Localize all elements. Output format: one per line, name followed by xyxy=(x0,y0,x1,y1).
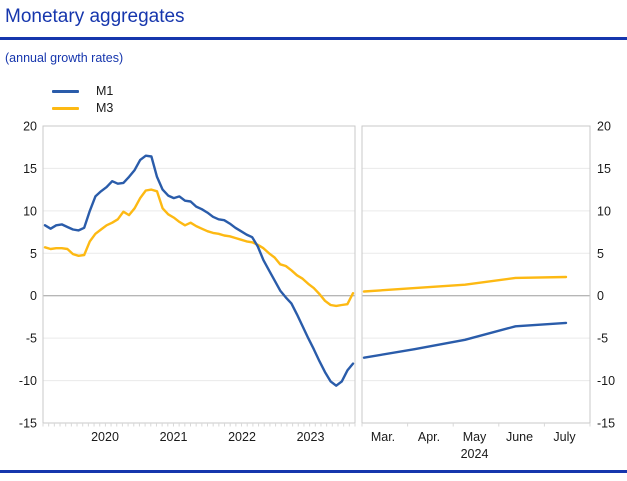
y-axis-label-left: 20 xyxy=(23,120,37,134)
y-axis-label-left: 15 xyxy=(23,162,37,176)
x-axis-label: 2021 xyxy=(160,430,188,444)
x-axis-label: July xyxy=(553,430,576,444)
legend-label-m3: M3 xyxy=(96,101,114,115)
m3-line-history-panel xyxy=(43,188,355,308)
page-subtitle: (annual growth rates) xyxy=(5,51,124,65)
recent-panel-border xyxy=(361,125,591,424)
y-axis-label-right: 10 xyxy=(597,204,611,218)
y-axis-label-left: -5 xyxy=(26,332,37,346)
x-axis-label: 2022 xyxy=(228,430,256,444)
legend-item-m3: M3 xyxy=(52,101,113,115)
m1-line-recent-panel xyxy=(362,321,568,359)
y-axis-label-right: 5 xyxy=(597,247,604,261)
y-axis-label-right: -5 xyxy=(597,332,608,346)
x-axis-label: Mar. xyxy=(371,430,395,444)
y-axis-label-right: -10 xyxy=(597,374,615,388)
x-axis-label: June xyxy=(506,430,533,444)
x-axis-label: Apr. xyxy=(418,430,440,444)
y-axis-label-left: 10 xyxy=(23,204,37,218)
y-axis-label-left: 0 xyxy=(30,289,37,303)
y-axis-label-left: -15 xyxy=(19,417,37,431)
y-axis-label-right: 15 xyxy=(597,162,611,176)
y-axis-label-right: -15 xyxy=(597,417,615,431)
x-axis-label: 2020 xyxy=(91,430,119,444)
x-axis-year-label: 2024 xyxy=(461,447,489,461)
legend-item-m1: M1 xyxy=(52,84,113,98)
y-axis-label-right: 0 xyxy=(597,289,604,303)
y-axis-label-left: -10 xyxy=(19,374,37,388)
footer-divider xyxy=(0,470,627,473)
title-divider xyxy=(0,37,627,40)
m3-line-recent-panel xyxy=(362,275,568,293)
m1-line-history-panel xyxy=(43,154,355,387)
x-axis-label: 2023 xyxy=(297,430,325,444)
y-axis-label-right: 20 xyxy=(597,120,611,134)
legend-label-m1: M1 xyxy=(96,84,114,98)
m1-line-swatch-icon xyxy=(52,89,79,93)
history-panel-border xyxy=(42,125,356,424)
page-title: Monetary aggregates xyxy=(5,6,185,27)
m3-line-swatch-icon xyxy=(52,106,79,110)
y-axis-label-left: 5 xyxy=(30,247,37,261)
x-axis-label: May xyxy=(463,430,487,444)
